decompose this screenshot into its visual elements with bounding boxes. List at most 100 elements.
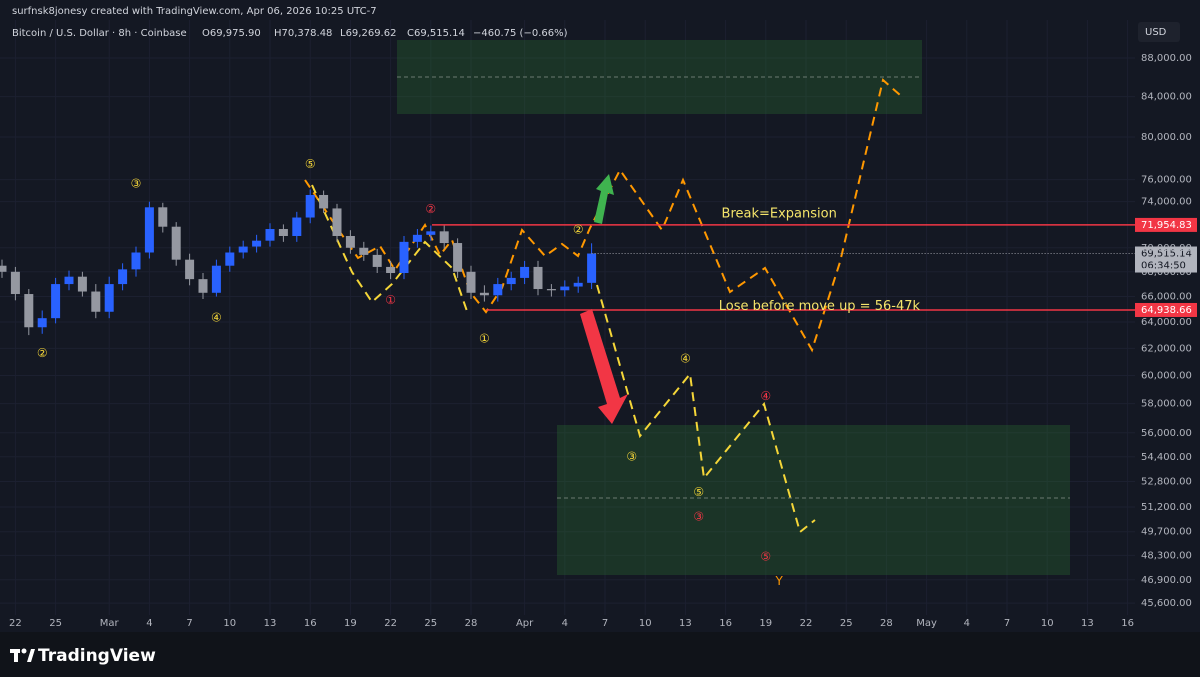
annotation: ②: [573, 223, 584, 237]
x-tick-label: Mar: [100, 618, 120, 629]
x-tick-label: 16: [304, 618, 317, 629]
candle-body: [386, 266, 396, 274]
level-tag: [1135, 302, 1197, 317]
x-tick-label: 7: [186, 618, 192, 629]
x-tick-label: 4: [146, 618, 152, 629]
candle-body: [439, 231, 449, 244]
level-tag: [1135, 217, 1197, 232]
y-tick-label: 52,800.00: [1141, 477, 1192, 488]
candle-body: [560, 286, 570, 291]
candle-body: [573, 282, 583, 287]
logo-text: TradingView: [38, 646, 156, 666]
y-tick-label: 62,000.00: [1141, 343, 1192, 354]
ohlc-close: C69,515.14: [407, 28, 465, 39]
up-arrow: [594, 174, 614, 224]
candle-body: [426, 231, 436, 235]
x-tick-label: 22: [9, 618, 22, 629]
candle-body: [466, 271, 476, 293]
y-tick-label: 58,000.00: [1141, 399, 1192, 410]
x-tick-label: 16: [1121, 618, 1134, 629]
y-tick-label: 45,600.00: [1141, 598, 1192, 609]
projection-path: [304, 78, 901, 353]
y-tick-label: 49,700.00: [1141, 527, 1192, 538]
wave-path: [311, 184, 469, 315]
annotation: ④: [211, 311, 222, 325]
ohlc-change: −460.75 (−0.66%): [473, 28, 568, 39]
last-price-tag: [1135, 246, 1197, 273]
candle-body: [131, 252, 141, 270]
candles: [0, 189, 597, 336]
candle-body: [10, 271, 20, 295]
logo-icon: [10, 648, 35, 662]
y-tick-label: 66,000.00: [1141, 292, 1192, 303]
x-tick-label: 22: [384, 618, 397, 629]
annotation: ①: [385, 293, 396, 307]
x-tick-label: 22: [800, 618, 813, 629]
candle-body: [359, 247, 369, 255]
candle-body: [104, 284, 114, 312]
y-tick-label: 64,000.00: [1141, 317, 1192, 328]
countdown: 06:34:50: [1141, 261, 1186, 272]
annotation: ③: [626, 449, 637, 463]
annotation: ①: [479, 332, 490, 346]
annotation: ②: [425, 202, 436, 216]
y-tick-label: 68,000.00: [1141, 267, 1192, 278]
candle-body: [533, 266, 543, 290]
y-tick-label: 74,000.00: [1141, 197, 1192, 208]
candle-body: [265, 229, 275, 241]
level-label: 71,954.83: [1141, 220, 1192, 231]
down-arrow: [580, 309, 628, 424]
candle-body: [211, 265, 221, 293]
drawings: [304, 40, 1070, 575]
x-tick-label: May: [916, 618, 937, 629]
x-tick-label: 19: [759, 618, 772, 629]
x-tick-label: 7: [1004, 618, 1010, 629]
ohlc-high: H70,378.48: [274, 28, 332, 39]
candle-body: [144, 207, 154, 253]
target-zone: [557, 425, 1070, 575]
footer-bar: [0, 632, 1200, 677]
annotation: Y: [775, 574, 784, 588]
y-tick-label: 54,400.00: [1141, 452, 1192, 463]
candle-body: [453, 243, 463, 272]
x-tick-label: 10: [1041, 618, 1054, 629]
y-tick-label: 80,000.00: [1141, 132, 1192, 143]
candle-body: [252, 240, 262, 247]
candle-body: [520, 266, 530, 278]
annotation: ④: [760, 389, 771, 403]
annotation: Lose before move up = 56-47k: [719, 299, 921, 314]
candle-body: [198, 279, 208, 293]
candle-body: [412, 234, 422, 242]
ohlc-low: L69,269.62: [340, 28, 396, 39]
candle-body: [506, 277, 516, 285]
candle-body: [546, 289, 556, 291]
candle-body: [493, 284, 503, 296]
y-tick-label: 88,000.00: [1141, 53, 1192, 64]
y-tick-label: 84,000.00: [1141, 92, 1192, 103]
x-tick-label: 25: [424, 618, 437, 629]
candle-body: [587, 253, 597, 283]
candle-body: [399, 241, 409, 274]
candle-body: [345, 235, 355, 248]
candle-body: [118, 269, 128, 285]
currency[interactable]: USD: [1145, 27, 1167, 38]
annotation: ⑤: [693, 485, 704, 499]
y-tick-label: 46,900.00: [1141, 575, 1192, 586]
credit: surfnsk8jonesy created with TradingView.…: [12, 6, 377, 17]
y-tick-label: 48,300.00: [1141, 550, 1192, 561]
annotation: ④: [680, 352, 691, 366]
x-tick-label: 19: [344, 618, 357, 629]
x-tick-label: 28: [880, 618, 893, 629]
x-tick-label: 25: [840, 618, 853, 629]
x-tick-label: 13: [1081, 618, 1094, 629]
currency-button[interactable]: [1138, 22, 1180, 42]
candle-body: [238, 246, 248, 253]
candle-body: [64, 276, 74, 285]
candle-body: [77, 276, 87, 292]
candle-body: [51, 284, 61, 319]
candle-body: [479, 292, 489, 296]
wave-path: [596, 284, 816, 534]
candle-body: [372, 254, 382, 267]
